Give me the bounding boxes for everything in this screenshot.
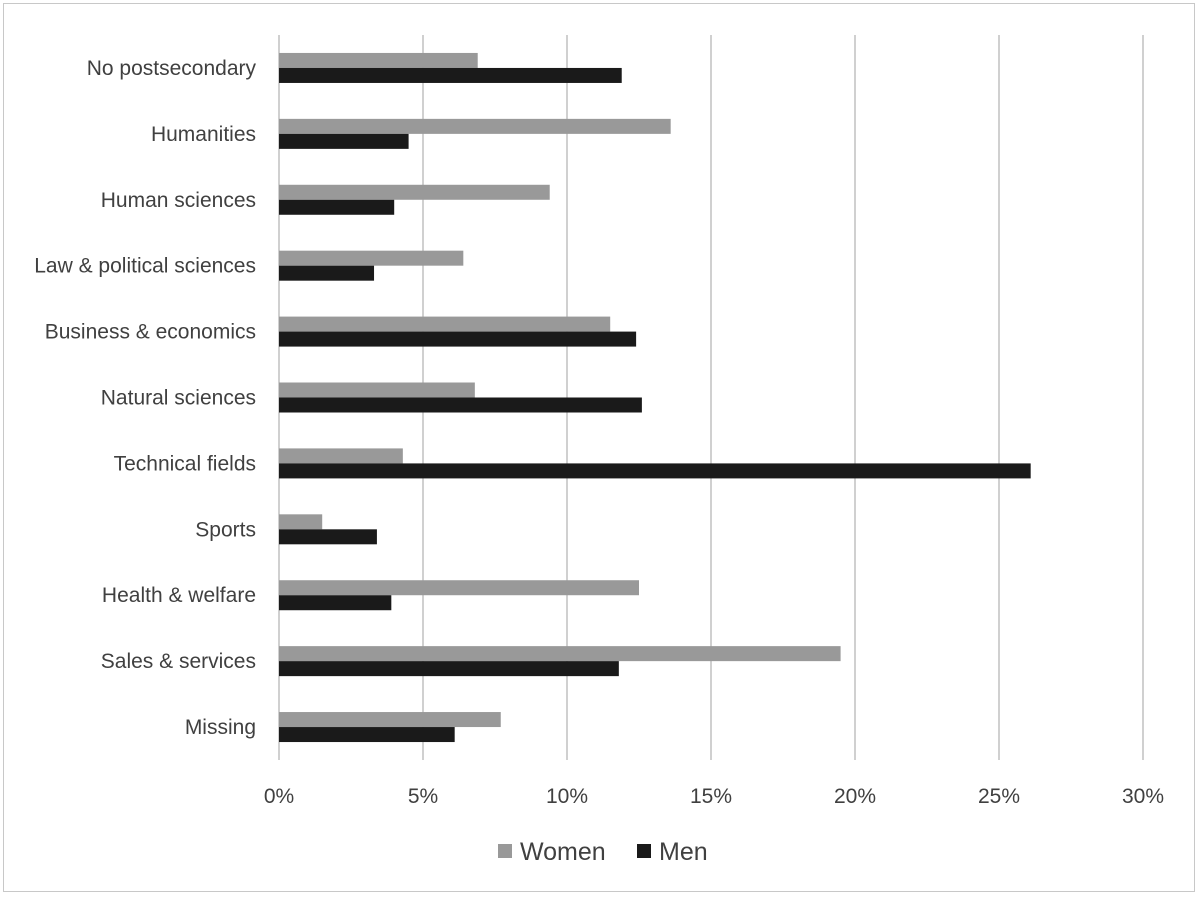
x-tick-label: 0% bbox=[264, 785, 294, 808]
legend-swatch-women bbox=[498, 844, 512, 858]
x-tick-label: 15% bbox=[690, 785, 732, 808]
category-label: Sales & services bbox=[101, 650, 256, 673]
bar-women-2 bbox=[279, 184, 550, 200]
category-label: Missing bbox=[185, 716, 256, 739]
bar-women-1 bbox=[279, 118, 671, 134]
category-label: Natural sciences bbox=[101, 387, 256, 410]
legend-swatch-men bbox=[637, 844, 651, 858]
bar-men-3 bbox=[279, 265, 375, 281]
bar-men-2 bbox=[279, 199, 395, 215]
legend: Women Men bbox=[498, 838, 708, 866]
category-label: Human sciences bbox=[101, 189, 256, 212]
bar-men-9 bbox=[279, 661, 619, 677]
bar-men-6 bbox=[279, 463, 1031, 479]
bar-men-5 bbox=[279, 397, 642, 413]
bar-women-9 bbox=[279, 646, 841, 662]
category-label: Technical fields bbox=[114, 452, 256, 475]
bar-women-0 bbox=[279, 52, 478, 68]
x-tick-label: 25% bbox=[978, 785, 1020, 808]
bar-women-6 bbox=[279, 448, 403, 464]
bar-men-7 bbox=[279, 529, 377, 545]
x-tick-label: 10% bbox=[546, 785, 588, 808]
bar-women-3 bbox=[279, 250, 464, 266]
bar-men-10 bbox=[279, 727, 455, 743]
tick-labels: 0% 5% 10% 15% 20% 25% 30% bbox=[264, 785, 1164, 808]
legend-label-women: Women bbox=[520, 838, 606, 866]
bar-women-4 bbox=[279, 316, 611, 332]
bar-men-1 bbox=[279, 133, 409, 149]
category-label: Law & political sciences bbox=[34, 255, 256, 278]
category-label: No postsecondary bbox=[87, 57, 257, 80]
bar-layer bbox=[279, 52, 1031, 743]
category-labels: No postsecondary Humanities Human sciences… bbox=[34, 57, 256, 739]
bar-men-8 bbox=[279, 595, 392, 611]
bar-women-8 bbox=[279, 580, 639, 596]
category-label: Humanities bbox=[151, 123, 256, 146]
x-tick-label: 5% bbox=[408, 785, 438, 808]
category-label: Sports bbox=[195, 518, 256, 541]
bar-men-4 bbox=[279, 331, 637, 347]
bar-women-10 bbox=[279, 712, 501, 728]
legend-label-men: Men bbox=[659, 838, 708, 866]
chart-frame bbox=[3, 3, 1195, 892]
bar-men-0 bbox=[279, 67, 622, 83]
category-label: Business & economics bbox=[45, 321, 256, 344]
bar-women-7 bbox=[279, 514, 323, 530]
x-tick-label: 30% bbox=[1122, 785, 1164, 808]
x-tick-label: 20% bbox=[834, 785, 876, 808]
grid-layer bbox=[278, 35, 1144, 760]
category-label: Health & welfare bbox=[102, 584, 256, 607]
bar-women-5 bbox=[279, 382, 475, 398]
